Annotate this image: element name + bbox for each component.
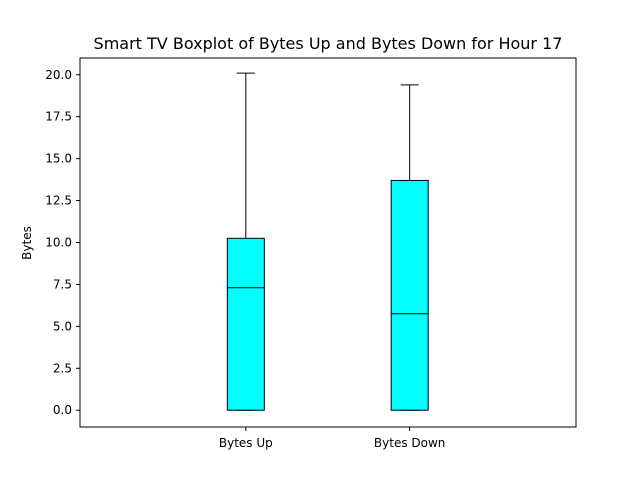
chart-title: Smart TV Boxplot of Bytes Up and Bytes D… — [94, 34, 563, 53]
plot-area: 0.0 2.5 5.0 7.5 10.0 12.5 15.0 17.5 20.0 Bytes Up… — [45, 57, 577, 450]
box — [390, 179, 429, 411]
y-tick-label: 5.0 — [53, 319, 72, 333]
y-tick-label: 17.5 — [45, 110, 72, 124]
x-tick-label: Bytes Up — [219, 436, 273, 450]
y-tick-label: 10.0 — [45, 236, 72, 250]
y-tick-label: 7.5 — [53, 277, 72, 291]
x-tick-label: Bytes Down — [374, 436, 446, 450]
y-tick-label: 0.0 — [53, 403, 72, 417]
y-tick-label: 12.5 — [45, 194, 72, 208]
box — [226, 237, 265, 411]
y-axis-label: Bytes — [20, 226, 34, 260]
plot-frame — [79, 57, 577, 428]
y-tick-label: 15.0 — [45, 152, 72, 166]
y-tick-label: 20.0 — [45, 68, 72, 82]
y-tick-label: 2.5 — [53, 361, 72, 375]
